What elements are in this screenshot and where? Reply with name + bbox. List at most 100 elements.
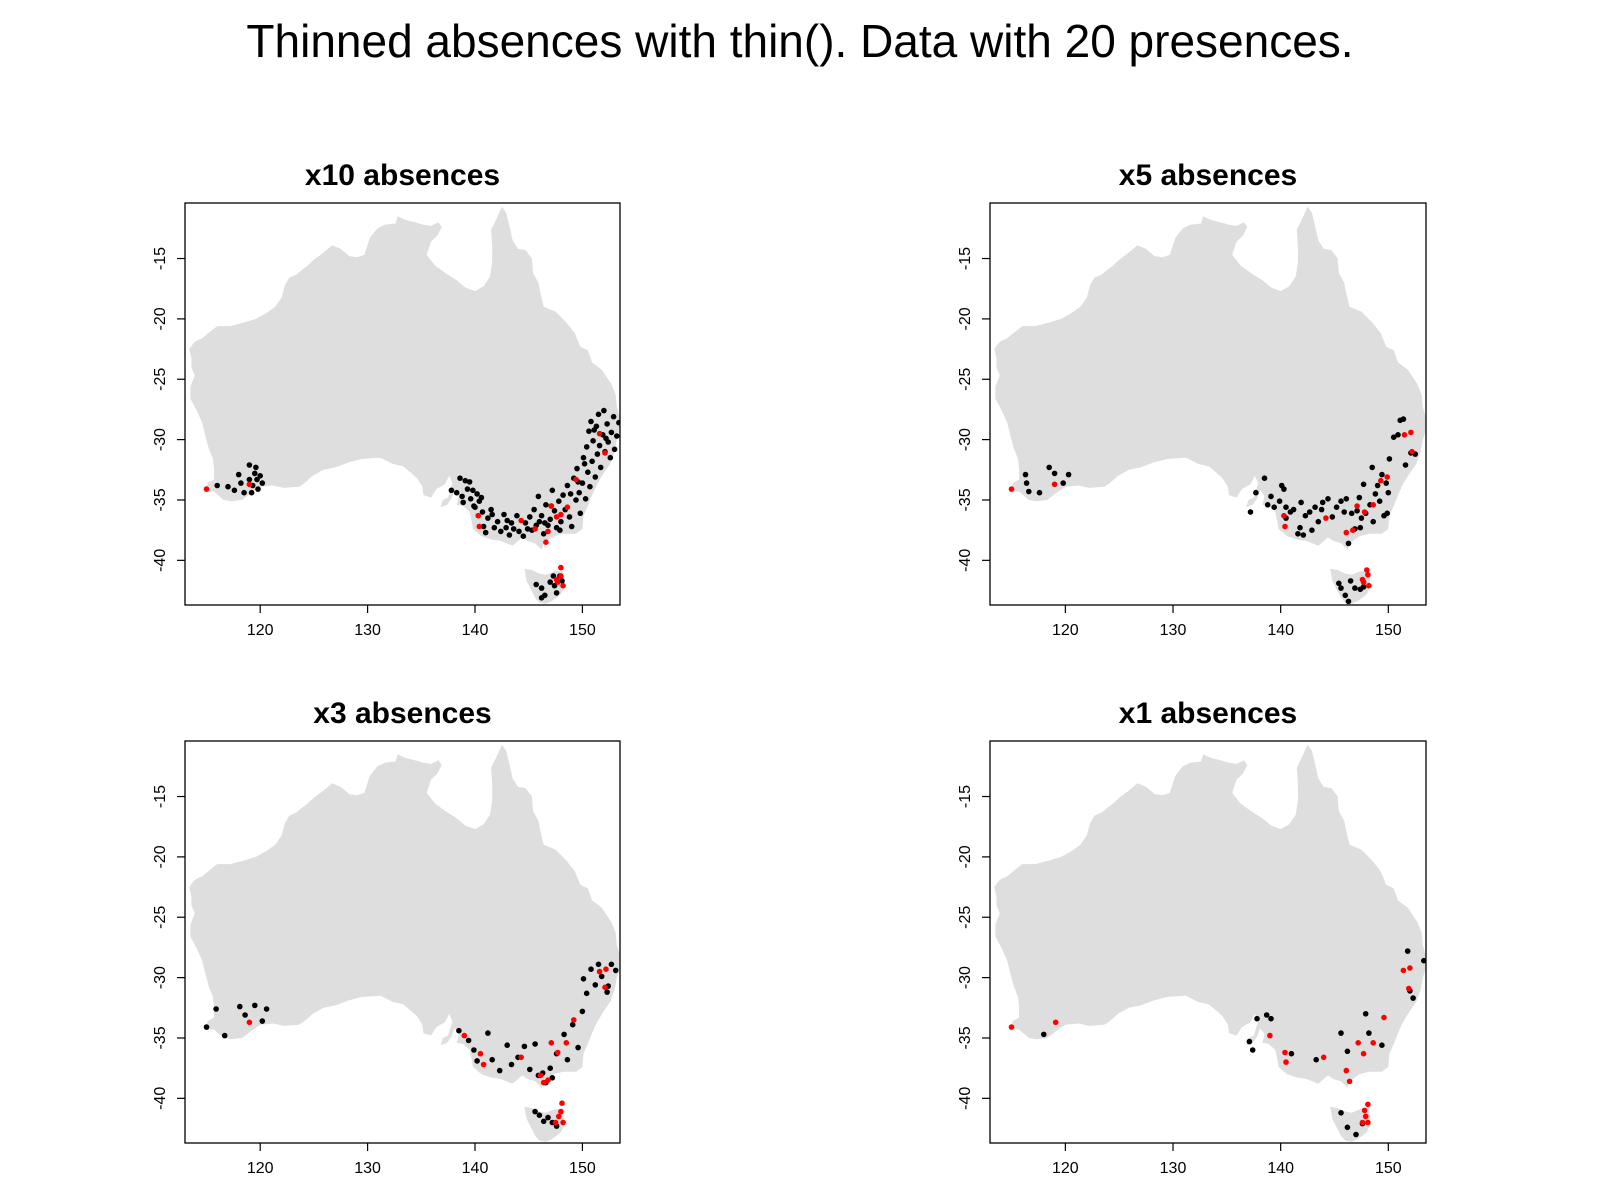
presence-point <box>573 476 579 483</box>
absence-point <box>480 523 487 530</box>
presence-point <box>246 1019 253 1026</box>
absence-point <box>589 458 595 465</box>
presence-point <box>602 450 608 456</box>
absence-point <box>1384 510 1390 517</box>
absence-point <box>594 451 601 457</box>
absence-point <box>616 419 620 426</box>
absence-point <box>524 526 531 532</box>
panel-2: x5 absences 120 130 140 150 -15 -20 -25 -30 -35 -4… <box>957 159 1427 639</box>
absence-point <box>545 1114 551 1121</box>
panel-3: x3 absences 120 130 140 150 -15 -20 -25 -30 -35 -4… <box>152 697 621 1177</box>
absence-point <box>588 966 594 972</box>
absence-point <box>1309 527 1315 533</box>
absence-point <box>482 529 489 536</box>
absence-point <box>1051 470 1058 477</box>
absence-point <box>553 590 560 596</box>
absence-point <box>1347 578 1354 584</box>
absence-point <box>465 1037 472 1044</box>
absence-point <box>547 1065 553 1071</box>
absence-point <box>595 411 602 418</box>
absence-point <box>612 967 619 974</box>
presence-point <box>537 1072 544 1079</box>
presence-point <box>1366 582 1372 589</box>
absence-point <box>1288 1050 1295 1057</box>
absence-point <box>583 444 590 450</box>
absence-point <box>521 1043 528 1050</box>
absence-point <box>471 1047 477 1053</box>
absence-point <box>1041 1031 1047 1038</box>
absence-point <box>522 520 529 526</box>
presence-point <box>552 1119 559 1126</box>
x-tick-label: 130 <box>354 622 381 639</box>
absence-point <box>1297 524 1303 531</box>
y-tick-label: -15 <box>152 247 169 270</box>
absence-point <box>479 509 486 515</box>
presence-point <box>1346 1078 1353 1085</box>
absence-point <box>485 1030 491 1036</box>
absence-point <box>583 990 590 997</box>
absence-point <box>1312 504 1318 511</box>
absence-point <box>540 1118 547 1125</box>
presence-point <box>1362 1113 1369 1120</box>
x-tick-label: 150 <box>1375 1160 1402 1177</box>
absence-point <box>1353 1131 1359 1138</box>
presence-point <box>1282 1049 1288 1056</box>
x-tick-label: 130 <box>354 1160 381 1177</box>
absence-point <box>488 506 494 513</box>
presence-point <box>545 528 551 535</box>
absence-point <box>1362 1011 1369 1017</box>
presence-point <box>480 1061 487 1068</box>
absence-point <box>538 585 545 591</box>
presence-point <box>596 968 603 975</box>
plot-frame <box>989 202 1427 606</box>
absence-point <box>214 482 220 489</box>
absence-point <box>510 526 517 532</box>
presence-point <box>563 1040 570 1046</box>
presence-point <box>558 511 564 518</box>
absence-point <box>1379 1042 1385 1048</box>
presence-point <box>1361 509 1368 515</box>
presence-point <box>548 1040 555 1046</box>
absence-point <box>498 528 504 535</box>
presence-point <box>1359 576 1366 583</box>
absence-point <box>1333 504 1340 511</box>
absence-point <box>514 512 520 519</box>
absence-point <box>263 1006 270 1012</box>
presence-point <box>553 576 560 583</box>
absence-point <box>1026 488 1032 495</box>
absence-point <box>1357 524 1364 531</box>
absence-point <box>203 1024 210 1030</box>
absence-point <box>611 446 618 453</box>
presence-point <box>1320 1054 1327 1061</box>
absence-point <box>478 494 485 501</box>
absence-point <box>467 496 474 502</box>
absence-point <box>1352 585 1358 591</box>
x-tick-label: 120 <box>247 622 274 639</box>
absence-point <box>1253 489 1259 496</box>
y-tick-label: -30 <box>957 966 974 989</box>
absence-point <box>610 413 617 420</box>
absence-point <box>1336 580 1342 587</box>
presence-point <box>553 514 560 520</box>
absence-point <box>538 512 545 519</box>
absence-point <box>574 465 580 472</box>
absence-point <box>601 407 607 414</box>
absence-point <box>603 435 609 442</box>
absence-point <box>259 1018 266 1024</box>
absence-point <box>575 1044 581 1051</box>
presence-point <box>554 1049 561 1056</box>
presence-point <box>1365 1101 1371 1108</box>
absence-point <box>1306 509 1313 515</box>
absence-point <box>1290 506 1297 513</box>
absence-point <box>579 1008 586 1015</box>
absence-point <box>253 464 259 471</box>
absence-point <box>506 532 513 538</box>
presence-point <box>1364 567 1370 573</box>
absence-point <box>1356 494 1363 501</box>
absence-point <box>471 503 477 509</box>
absence-point <box>448 487 455 494</box>
absence-point <box>238 480 244 486</box>
absence-point <box>1329 514 1336 520</box>
absence-point <box>550 573 557 579</box>
